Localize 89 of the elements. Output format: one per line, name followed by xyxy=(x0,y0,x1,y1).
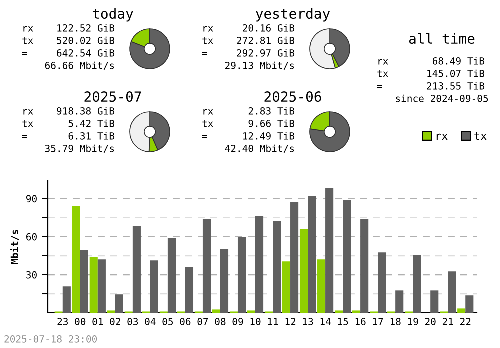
x-tick-label: 09 xyxy=(232,318,244,326)
bar xyxy=(466,296,474,313)
bar xyxy=(308,196,316,313)
text: 66.66 Mbit/s xyxy=(45,62,114,70)
x-tick-label: 13 xyxy=(303,318,314,326)
bar xyxy=(300,229,308,313)
chart-title: 2025-07 xyxy=(84,92,142,102)
bar xyxy=(396,290,404,313)
x-tick-label: 10 xyxy=(250,318,261,326)
x-tick-label: 03 xyxy=(128,318,138,326)
x-tick-label: 02 xyxy=(110,318,120,326)
x-tick-label: 07 xyxy=(198,318,208,326)
bar xyxy=(413,256,422,313)
bar xyxy=(343,200,352,313)
bar xyxy=(185,268,194,313)
y-tick-label: 30 xyxy=(26,271,37,279)
bar xyxy=(150,260,158,313)
text: rx 2.83 TiB xyxy=(204,107,295,115)
bar xyxy=(115,294,124,313)
bar xyxy=(238,237,246,313)
text: rx 20.16 GiB xyxy=(204,24,295,32)
text: rx 122.52 GiB xyxy=(24,24,115,32)
bar xyxy=(132,226,141,313)
donut-slice xyxy=(130,28,170,70)
x-tick-label: 19 xyxy=(408,318,418,326)
bar xyxy=(290,202,299,313)
x-tick-label: 06 xyxy=(180,318,191,326)
y-axis-title: Mbit/s xyxy=(10,230,20,264)
text: since 2024-09-05 xyxy=(396,94,488,102)
bar xyxy=(255,216,264,313)
text: 29.13 Mbit/s xyxy=(225,62,294,70)
text: = 213.55 TiB xyxy=(377,82,485,90)
bar xyxy=(326,188,334,313)
bar xyxy=(72,206,80,313)
text: = 6.31 TiB xyxy=(22,132,115,140)
text: rx 68.49 TiB xyxy=(378,57,485,65)
x-tick-label: 11 xyxy=(268,318,278,326)
chart-title: yesterday xyxy=(256,8,330,22)
x-tick-label: 08 xyxy=(215,318,226,326)
legend-label: rx xyxy=(436,134,448,140)
bar xyxy=(448,272,456,313)
x-tick-label: 23 xyxy=(58,318,68,326)
y-tick-label: 60 xyxy=(26,233,37,241)
bar xyxy=(212,310,220,313)
bar xyxy=(360,219,369,313)
bar xyxy=(273,221,282,313)
text: rx 918.38 GiB xyxy=(24,107,115,115)
text: tx 9.66 TiB xyxy=(202,120,295,128)
y-tick-label: 90 xyxy=(26,195,37,203)
bar xyxy=(282,262,291,313)
x-tick-label: 16 xyxy=(356,318,366,326)
text: = 12.49 TiB xyxy=(202,132,295,140)
bar xyxy=(168,238,176,313)
x-tick-label: 12 xyxy=(286,318,296,326)
text: all time xyxy=(409,33,475,44)
bar xyxy=(80,250,88,313)
x-tick-label: 22 xyxy=(460,318,471,326)
bar xyxy=(458,308,466,313)
text: = 292.97 GiB xyxy=(202,49,295,57)
text: 42.40 Mbit/s xyxy=(225,144,294,154)
text: tx 5.42 TiB xyxy=(22,120,115,128)
bar xyxy=(202,219,212,313)
text: tx 145.07 TiB xyxy=(378,70,485,78)
text: = 642.54 GiB xyxy=(22,49,115,57)
chart-title: 2025-06 xyxy=(264,92,322,102)
legend-label: tx xyxy=(474,132,487,140)
bar xyxy=(220,250,229,313)
x-tick-label: 17 xyxy=(373,318,384,326)
x-tick-label: 05 xyxy=(162,318,174,326)
bar xyxy=(317,260,326,313)
x-tick-label: 01 xyxy=(92,318,104,326)
text: 35.79 Mbit/s xyxy=(45,144,114,154)
bar xyxy=(62,286,71,313)
x-tick-label: 15 xyxy=(338,318,348,326)
bar xyxy=(378,252,386,313)
x-tick-label: 18 xyxy=(390,318,401,326)
bar xyxy=(98,260,106,313)
bar xyxy=(430,290,439,313)
x-tick-label: 14 xyxy=(320,318,331,326)
text: tx 520.02 GiB xyxy=(22,36,115,44)
x-tick-label: 04 xyxy=(145,318,156,326)
text: tx 272.81 GiB xyxy=(202,36,295,44)
donut-slice xyxy=(310,112,350,152)
x-tick-label: 00 xyxy=(75,318,86,326)
x-tick-label: 21 xyxy=(442,318,454,326)
text: 2025-07-18 23:00 xyxy=(4,335,98,343)
bar xyxy=(90,258,98,313)
x-tick-label: 20 xyxy=(425,318,436,326)
chart-title: today xyxy=(92,8,134,22)
